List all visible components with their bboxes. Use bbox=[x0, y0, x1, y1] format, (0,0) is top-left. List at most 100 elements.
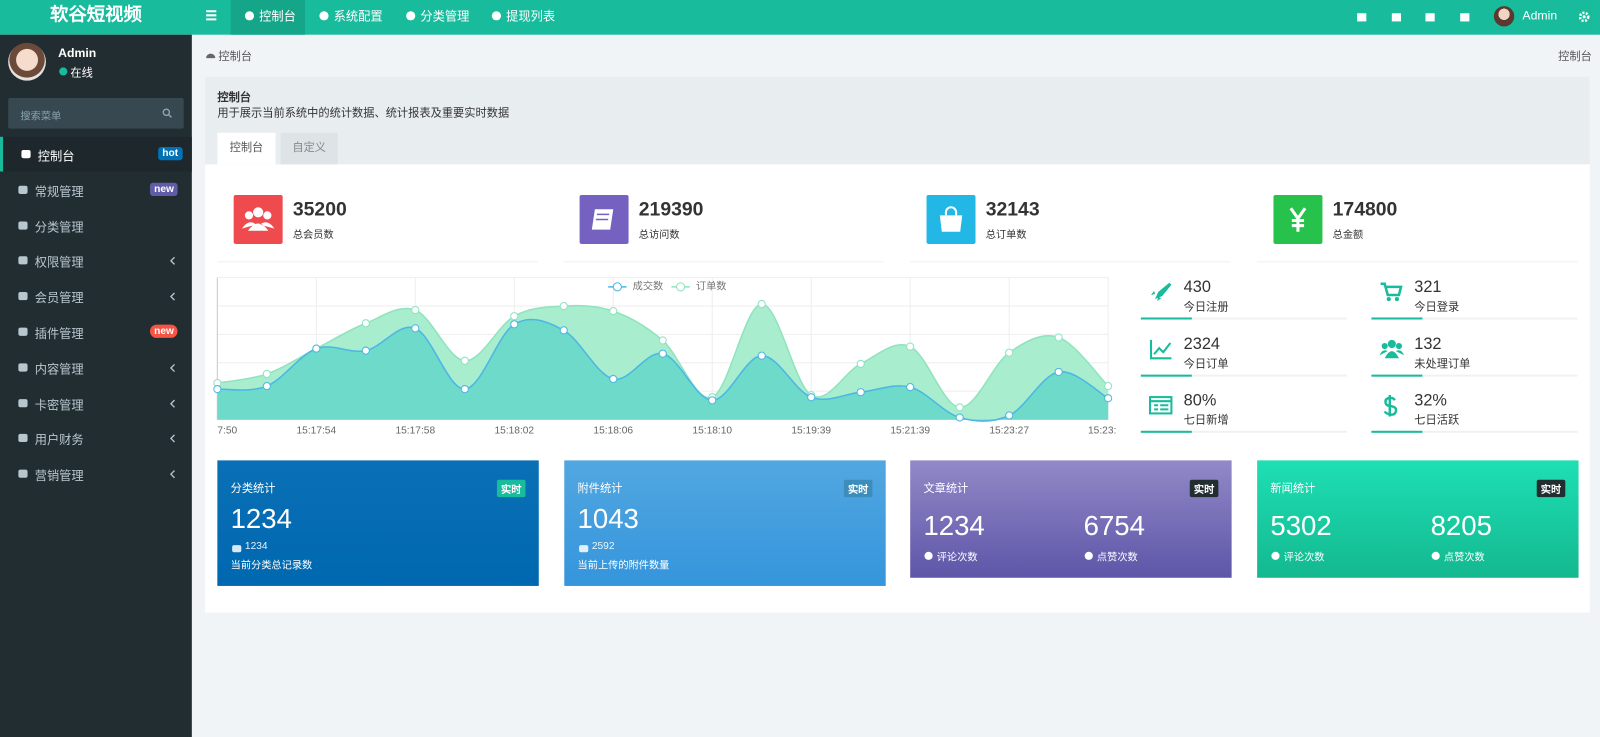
card-badge: 实时 bbox=[843, 479, 873, 498]
card-value: 5302 bbox=[1270, 510, 1332, 542]
menu-badge: hot bbox=[158, 146, 183, 161]
breadcrumb-icon bbox=[206, 53, 216, 59]
search-box[interactable]: 搜索菜单 bbox=[8, 97, 184, 129]
chevron bbox=[169, 434, 175, 443]
menu-item[interactable]: 常规管理 new bbox=[0, 172, 192, 207]
top-icon bbox=[1357, 13, 1367, 22]
card-icon bbox=[232, 545, 242, 553]
panel-description: 用于展示当前系统中的统计数据、统计报表及重要实时数据 bbox=[217, 107, 510, 120]
card-value: 8205 bbox=[1430, 510, 1492, 542]
stat-card[interactable]: 分类统计 实时 1234 1234 当前分类总记录数 bbox=[217, 460, 539, 586]
menu-icon bbox=[18, 363, 28, 372]
panel-title: 控制台 bbox=[217, 91, 252, 105]
menu-item[interactable]: 营销管理 bbox=[0, 456, 192, 491]
nav-label: 提现列表 bbox=[506, 9, 556, 24]
menu-icon bbox=[18, 185, 28, 194]
card-value: 1043 bbox=[577, 503, 639, 534]
stat-icon bbox=[579, 194, 629, 244]
breadcrumb[interactable]: 控制台 bbox=[218, 51, 253, 64]
mini-bar bbox=[1140, 374, 1192, 377]
menu-badge: new bbox=[149, 182, 179, 196]
mini-label: 未处理订单 bbox=[1414, 357, 1471, 371]
mini-bar bbox=[1140, 317, 1192, 320]
breadcrumb-right: 控制台 bbox=[1558, 51, 1592, 64]
card-title: 新闻统计 bbox=[1270, 482, 1316, 496]
mini-icon bbox=[1380, 282, 1403, 302]
nav-icon bbox=[491, 11, 502, 21]
stat-value: 32143 bbox=[985, 199, 1040, 221]
card-value: 1234 bbox=[230, 503, 292, 534]
menu-item[interactable]: 控制台 hot bbox=[0, 136, 192, 172]
stat-icon bbox=[926, 194, 976, 244]
card-icon bbox=[924, 551, 933, 560]
stat-card[interactable]: 附件统计 实时 1043 2592 当前上传的附件数量 bbox=[564, 460, 886, 586]
mini-icon bbox=[1148, 396, 1173, 415]
mini-track bbox=[1371, 317, 1578, 320]
nav-icon bbox=[406, 11, 416, 21]
menu-item[interactable]: 分类管理 bbox=[0, 208, 192, 243]
card-icon bbox=[579, 545, 589, 553]
menu-item[interactable]: 权限管理 bbox=[0, 243, 192, 278]
menu-label: 控制台 bbox=[37, 149, 75, 164]
menu-label: 会员管理 bbox=[34, 291, 84, 306]
menu-item[interactable]: 插件管理 new bbox=[0, 314, 192, 349]
chevron bbox=[169, 470, 175, 479]
stat-divider bbox=[910, 261, 1231, 263]
tab[interactable]: 控制台 bbox=[217, 132, 276, 165]
sidebar: Admin 在线 搜索菜单 控制台 hot 常规管理 new 分类管理 权限管理 会员管理插… bbox=[0, 34, 192, 737]
menu-badge: new bbox=[149, 324, 179, 338]
stat-value: 219390 bbox=[638, 199, 704, 221]
menu-label: 权限管理 bbox=[34, 255, 84, 270]
stat-divider bbox=[563, 261, 884, 263]
brand[interactable]: 软谷短视频 bbox=[49, 4, 142, 25]
sidebar-user: Admin bbox=[58, 45, 97, 61]
tab[interactable]: 自定义 bbox=[280, 132, 338, 165]
menu-label: 卡密管理 bbox=[34, 397, 84, 412]
menu-icon bbox=[18, 221, 28, 230]
chevron bbox=[169, 292, 175, 301]
settings-icon[interactable] bbox=[1578, 10, 1591, 23]
menu-label: 常规管理 bbox=[34, 184, 84, 199]
stat-label: 总金额 bbox=[1332, 229, 1364, 241]
stat-card[interactable]: 新闻统计 实时 5302 评论次数 8205 点赞次数 bbox=[1257, 460, 1579, 578]
panel-heading: 控制台 用于展示当前系统中的统计数据、统计报表及重要实时数据 控制台 自定义 bbox=[205, 76, 1590, 165]
menu-item[interactable]: 用户财务 bbox=[0, 421, 192, 456]
card-sub-value: 2592 bbox=[591, 541, 615, 553]
menu-icon bbox=[18, 434, 28, 443]
card-value: 1234 bbox=[923, 510, 985, 542]
user-name[interactable]: Admin bbox=[1522, 8, 1558, 23]
mini-icon bbox=[1383, 395, 1398, 417]
menu-item[interactable]: 卡密管理 bbox=[0, 385, 192, 420]
menu-item[interactable]: 内容管理 bbox=[0, 350, 192, 385]
stat-card[interactable]: 文章统计 实时 1234 评论次数 6754 点赞次数 bbox=[910, 460, 1232, 578]
mini-track bbox=[1140, 374, 1347, 377]
stat-icon bbox=[233, 194, 283, 244]
mini-value: 80% bbox=[1183, 391, 1217, 410]
stat-label: 总订单数 bbox=[985, 229, 1027, 241]
status-dot bbox=[59, 67, 68, 76]
menu-label: 内容管理 bbox=[34, 362, 84, 377]
mini-label: 七日新增 bbox=[1183, 414, 1229, 427]
stat-divider bbox=[217, 261, 538, 263]
card-badge: 实时 bbox=[1536, 479, 1566, 498]
menu-toggle[interactable] bbox=[205, 9, 217, 21]
menu-item[interactable]: 会员管理 bbox=[0, 279, 192, 314]
card-value: 6754 bbox=[1083, 510, 1145, 542]
card-title: 分类统计 bbox=[230, 482, 276, 496]
nav-label: 系统配置 bbox=[333, 9, 383, 24]
mini-bar bbox=[1140, 430, 1192, 433]
mini-value: 2324 bbox=[1183, 335, 1220, 353]
avatar[interactable] bbox=[1493, 6, 1515, 27]
chevron bbox=[169, 257, 175, 266]
menu-icon bbox=[18, 469, 28, 478]
nav-item[interactable]: 系统配置 bbox=[305, 0, 392, 35]
nav-item[interactable]: 分类管理 bbox=[392, 0, 478, 35]
nav-item[interactable]: 控制台 bbox=[230, 0, 306, 35]
mini-label: 今日注册 bbox=[1183, 301, 1229, 314]
nav-item[interactable]: 提现列表 bbox=[478, 0, 560, 35]
mini-label: 七日活跃 bbox=[1414, 414, 1460, 427]
card-badge: 实时 bbox=[496, 479, 526, 498]
nav-icon bbox=[319, 11, 329, 21]
mini-track bbox=[1371, 374, 1578, 377]
mini-label: 今日订单 bbox=[1183, 357, 1229, 371]
